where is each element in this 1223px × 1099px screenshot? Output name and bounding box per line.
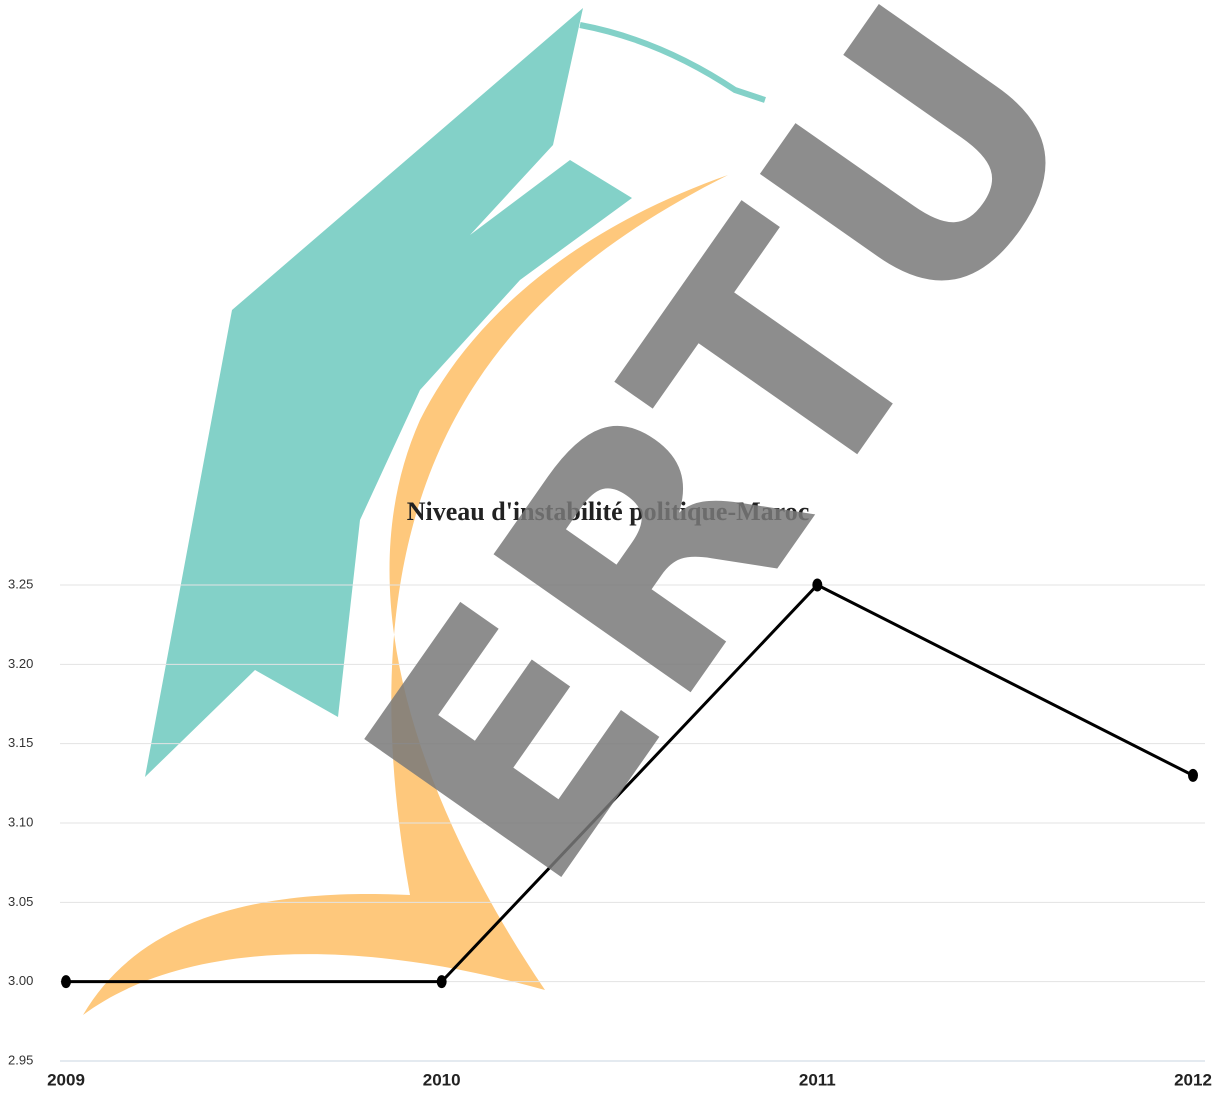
series-line xyxy=(66,583,1194,984)
plot-area: 2.95 3.00 3.05 3.10 3.15 3.20 3.25 2009 2010 2011… xyxy=(8,576,1212,1089)
y-tick-label: 3.00 xyxy=(8,973,33,988)
logo-swoosh xyxy=(83,175,728,1015)
x-tick-label: 2010 xyxy=(423,1070,461,1089)
point xyxy=(1188,768,1198,782)
y-tick-label: 3.05 xyxy=(8,894,33,909)
point xyxy=(436,975,447,989)
y-tick-label: 3.25 xyxy=(8,576,33,591)
y-tick-label: 3.20 xyxy=(8,656,33,671)
y-tick-label: 2.95 xyxy=(8,1052,33,1067)
point xyxy=(812,578,823,592)
x-tick-label: 2012 xyxy=(1174,1070,1212,1089)
y-tick-label: 3.15 xyxy=(8,735,33,750)
point xyxy=(61,975,71,989)
x-tick-label: 2011 xyxy=(799,1070,836,1089)
y-tick-label: 3.10 xyxy=(8,814,33,829)
logo-tassel xyxy=(579,22,766,103)
x-tick-label: 2009 xyxy=(47,1070,85,1089)
chart-title: Niveau d'instabilité politique-Maroc xyxy=(407,497,810,526)
